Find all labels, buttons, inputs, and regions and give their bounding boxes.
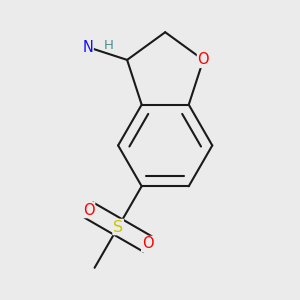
Text: O: O (142, 236, 153, 251)
Text: O: O (83, 202, 94, 217)
Text: S: S (113, 220, 123, 235)
Text: N: N (82, 40, 93, 55)
Text: O: O (197, 52, 209, 68)
Text: H: H (104, 39, 114, 52)
